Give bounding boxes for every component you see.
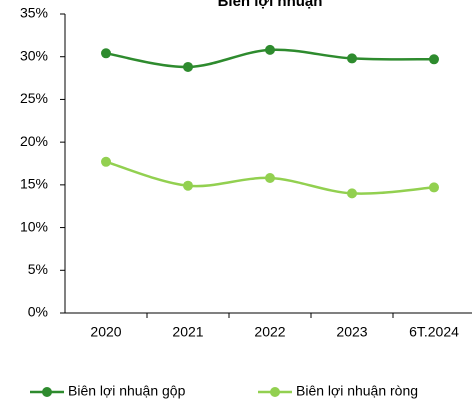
x-tick-label: 2020 [90, 324, 121, 340]
y-tick-label: 15% [20, 176, 48, 192]
legend-marker [270, 387, 280, 397]
data-point [183, 61, 193, 72]
x-tick-label: 2021 [172, 324, 203, 340]
data-point [429, 54, 439, 65]
y-tick-label: 20% [20, 133, 48, 149]
legend-marker [42, 387, 52, 397]
legend-label: Biên lợi nhuận gộp [68, 383, 186, 399]
y-tick-label: 0% [28, 304, 48, 320]
data-point [265, 44, 275, 55]
y-tick-label: 5% [28, 261, 48, 277]
data-point [183, 180, 193, 191]
y-tick-label: 25% [20, 90, 48, 106]
x-tick-label: 6T.2024 [409, 324, 459, 340]
y-tick-label: 30% [20, 47, 48, 63]
legend-label: Biên lợi nhuận ròng [296, 383, 418, 399]
y-tick-label: 35% [20, 5, 48, 21]
chart-title: Biên lợi nhuận [218, 0, 323, 10]
y-tick-label: 10% [20, 218, 48, 234]
data-point [347, 53, 357, 64]
data-point [429, 182, 439, 193]
data-point [101, 48, 111, 59]
x-tick-label: 2023 [336, 324, 367, 340]
data-point [101, 156, 111, 167]
data-point [265, 173, 275, 184]
x-tick-label: 2022 [254, 324, 285, 340]
data-point [347, 188, 357, 199]
